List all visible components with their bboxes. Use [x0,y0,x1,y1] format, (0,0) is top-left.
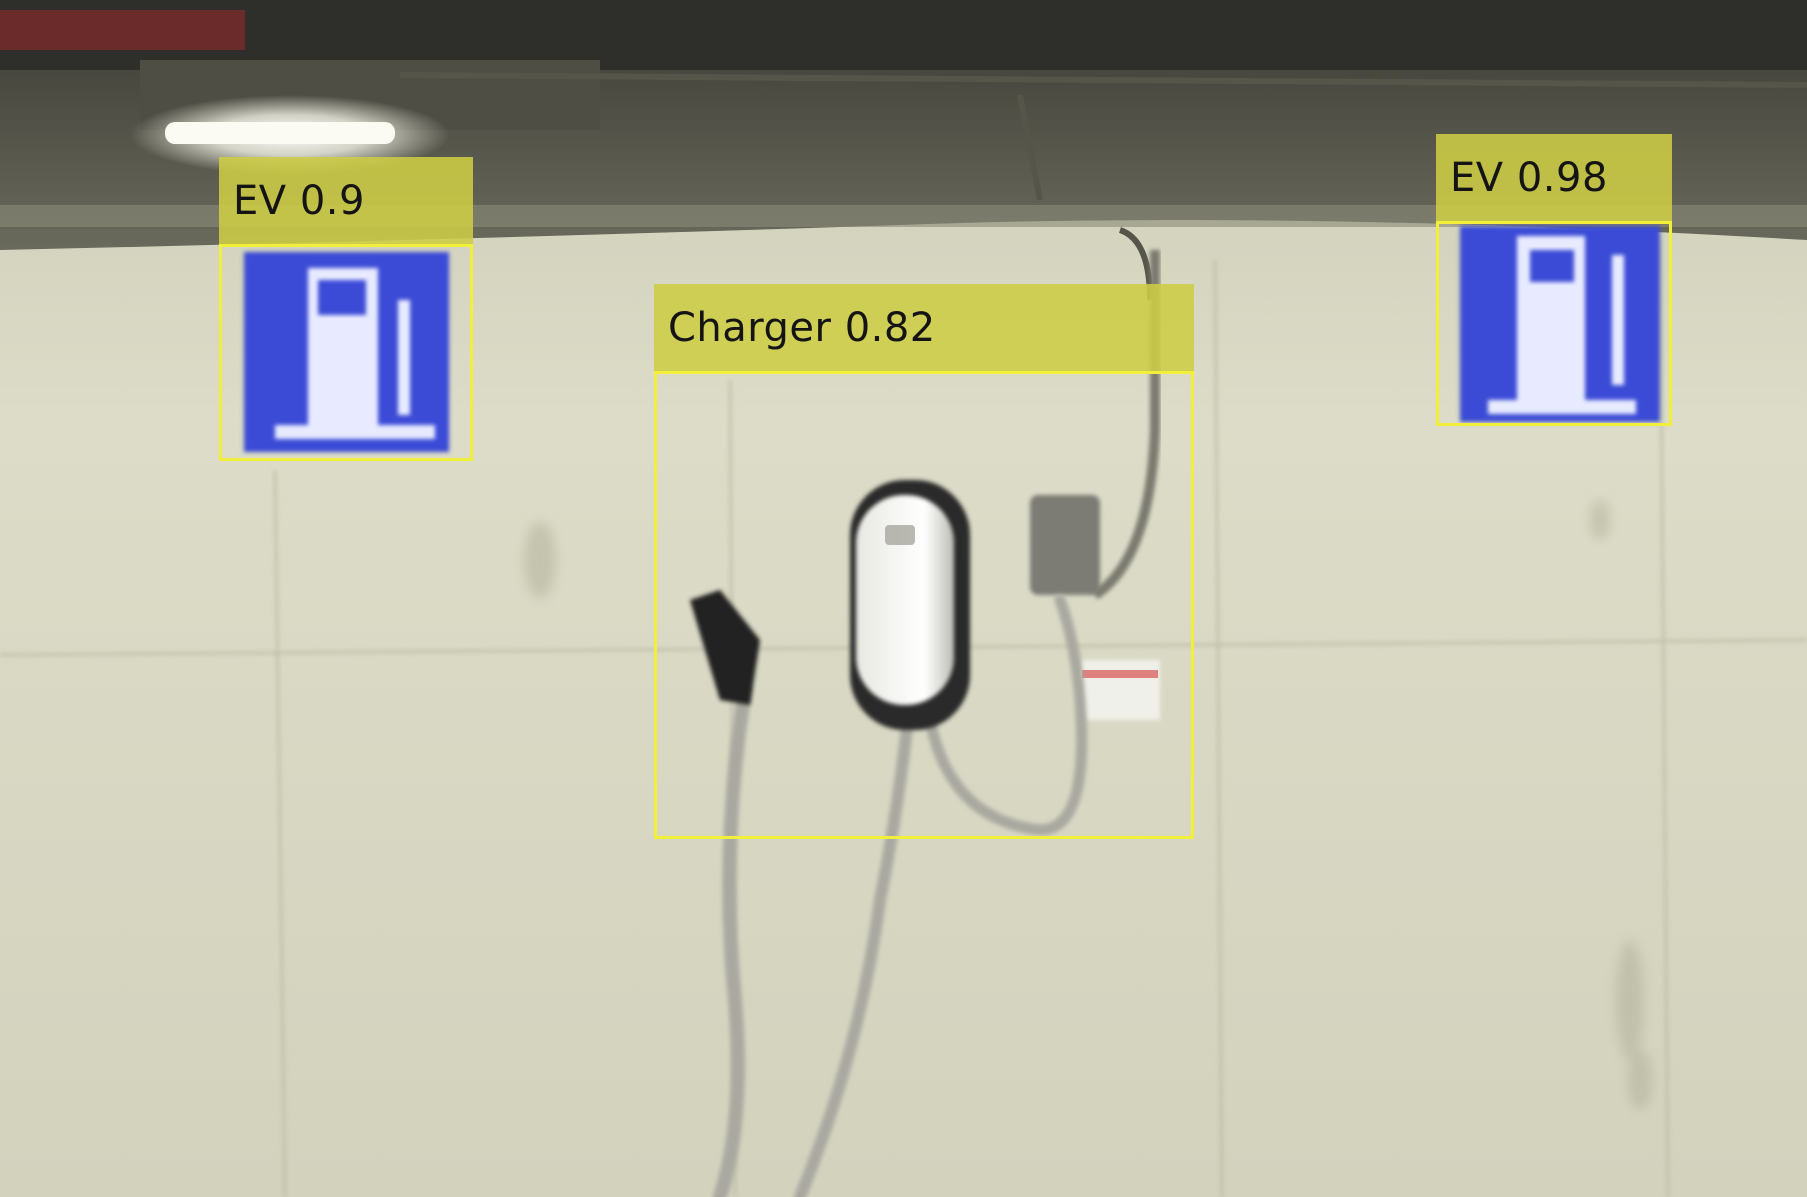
detection-label-ev-left: EV 0.9 [219,157,473,245]
detection-label-text: EV 0.98 [1450,155,1608,201]
bounding-box-ev-left [219,244,473,461]
detection-label-text: EV 0.9 [233,178,365,224]
bounding-box-ev-right [1436,221,1672,426]
detection-label-ev-right: EV 0.98 [1436,134,1672,222]
bounding-box-charger [654,371,1194,839]
detection-label-text: Charger 0.82 [668,305,936,351]
detection-label-charger: Charger 0.82 [654,284,1194,372]
